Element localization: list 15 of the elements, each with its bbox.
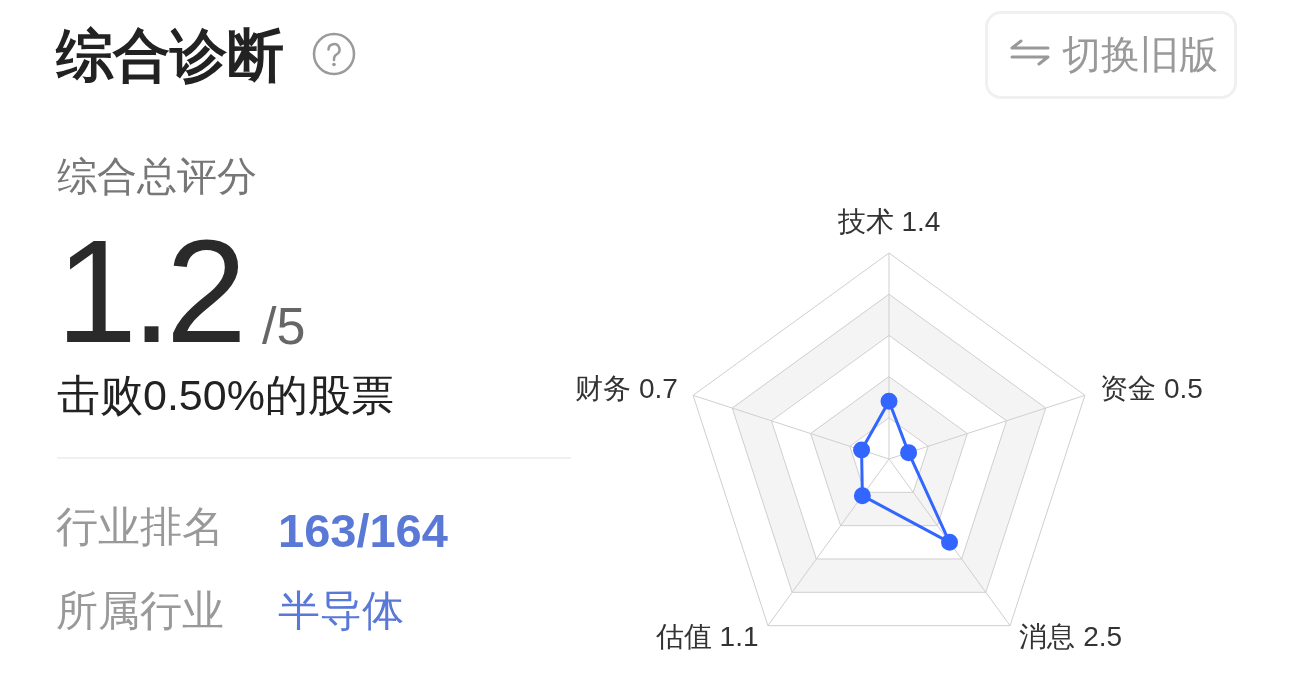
text: 半导体 xyxy=(278,587,404,634)
spoke-label: 财务 0.7 xyxy=(575,373,678,405)
text: 综合总评分 xyxy=(57,154,257,198)
spoke-label: 资金 0.5 xyxy=(1100,373,1203,405)
text: 击败0.50%的股票 xyxy=(57,371,394,419)
text: 行业排名 xyxy=(56,503,224,550)
text: 1.2 xyxy=(56,210,241,373)
text: 所属行业 xyxy=(56,587,224,634)
spoke-label: 消息 2.5 xyxy=(1019,621,1123,653)
text: /5 xyxy=(262,297,306,355)
spoke-label: 估值 1.1 xyxy=(654,621,759,653)
chart-title: 综合诊断 xyxy=(56,23,284,87)
button: 切换旧版 xyxy=(985,11,1237,99)
spoke-label: 技术 1.4 xyxy=(836,205,941,237)
text: 163/164 xyxy=(278,504,448,557)
